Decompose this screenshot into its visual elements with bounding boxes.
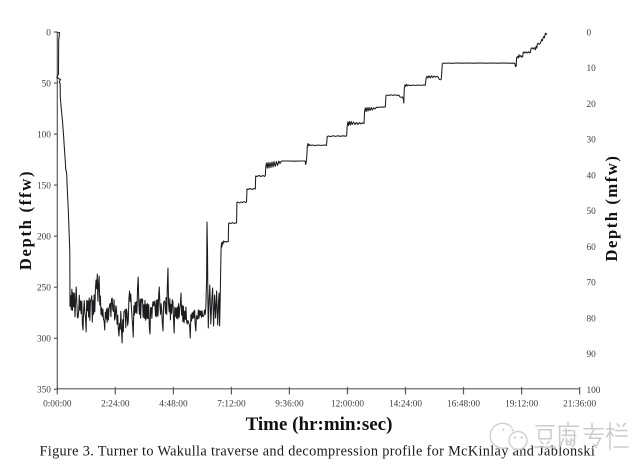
svg-text:Figure 3. Turner to Wakulla tr: Figure 3. Turner to Wakulla traverse and… xyxy=(40,444,596,460)
svg-text:9:36:00: 9:36:00 xyxy=(275,400,304,410)
svg-text:300: 300 xyxy=(37,335,51,345)
svg-text:Depth (mfw): Depth (mfw) xyxy=(602,155,621,262)
svg-text:12:00:00: 12:00:00 xyxy=(331,400,364,410)
svg-text:7:12:00: 7:12:00 xyxy=(217,400,246,410)
svg-text:4:48:00: 4:48:00 xyxy=(159,400,188,410)
svg-text:200: 200 xyxy=(37,233,51,243)
svg-text:90: 90 xyxy=(587,350,597,360)
svg-text:0: 0 xyxy=(587,28,592,38)
svg-text:250: 250 xyxy=(37,284,51,294)
svg-text:20: 20 xyxy=(587,100,597,110)
svg-text:Depth (ffw): Depth (ffw) xyxy=(16,170,35,270)
svg-text:10: 10 xyxy=(587,64,597,74)
svg-text:150: 150 xyxy=(37,182,51,192)
svg-text:100: 100 xyxy=(587,386,601,396)
svg-text:40: 40 xyxy=(587,171,597,181)
svg-text:80: 80 xyxy=(587,315,597,325)
svg-text:100: 100 xyxy=(37,131,51,141)
svg-text:16:48:00: 16:48:00 xyxy=(447,400,480,410)
svg-text:19:12:00: 19:12:00 xyxy=(505,400,538,410)
svg-text:Time (hr:min:sec): Time (hr:min:sec) xyxy=(246,414,393,435)
svg-text:14:24:00: 14:24:00 xyxy=(389,400,422,410)
svg-text:50: 50 xyxy=(587,207,597,217)
svg-text:70: 70 xyxy=(587,279,597,289)
svg-text:350: 350 xyxy=(37,386,51,396)
svg-text:2:24:00: 2:24:00 xyxy=(101,400,130,410)
svg-text:0:00:00: 0:00:00 xyxy=(43,400,72,410)
svg-text:30: 30 xyxy=(587,136,597,146)
svg-text:50: 50 xyxy=(42,79,52,89)
svg-text:0: 0 xyxy=(46,28,51,38)
svg-text:60: 60 xyxy=(587,243,597,253)
svg-text:21:36:00: 21:36:00 xyxy=(563,400,596,410)
